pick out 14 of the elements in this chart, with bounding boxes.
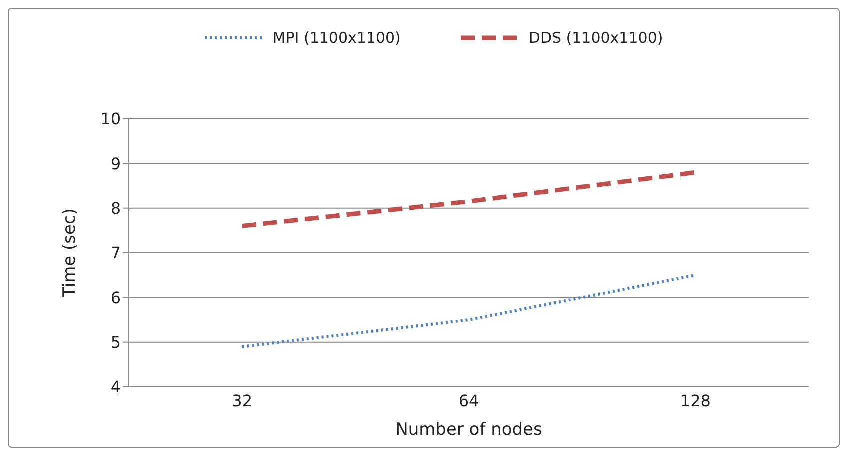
x-tick-label: 64 [458,391,480,410]
x-tick-label: 32 [232,391,253,410]
y-tick-label: 6 [110,288,121,308]
y-tick-label: 10 [100,110,121,129]
y-tick-label: 4 [110,378,121,397]
y-tick-label: 9 [110,154,121,174]
y-tick-label: 5 [110,333,121,352]
x-tick-label: 128 [680,391,711,410]
y-tick-label: 7 [110,244,121,263]
y-axis-title: Time (sec) [60,208,80,298]
y-tick-label: 8 [110,199,121,218]
x-axis-title: Number of nodes [396,420,543,440]
legend-label: MPI (1100x1100) [272,29,401,47]
legend-label: DDS (1100x1100) [528,29,664,47]
